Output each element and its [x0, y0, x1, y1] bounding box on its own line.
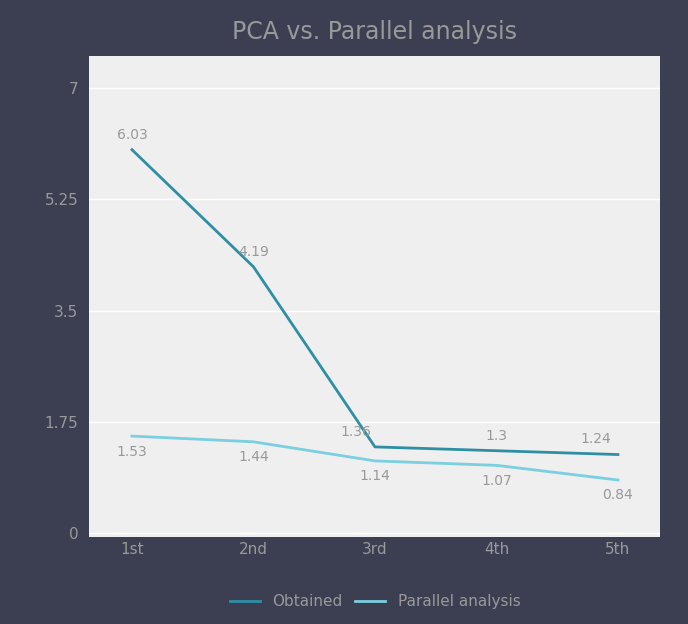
Text: 1.44: 1.44 — [238, 451, 269, 464]
Parallel analysis — [371, 457, 379, 465]
Obtained — [493, 447, 501, 454]
Text: 1.53: 1.53 — [116, 444, 147, 459]
Text: 4.19: 4.19 — [238, 245, 269, 259]
Text: 1.24: 1.24 — [581, 432, 611, 446]
Line: Parallel analysis: Parallel analysis — [132, 436, 618, 480]
Text: 1.14: 1.14 — [360, 469, 390, 484]
Obtained — [128, 146, 136, 154]
Parallel analysis — [128, 432, 136, 440]
Text: 6.03: 6.03 — [116, 127, 147, 142]
Text: 1.3: 1.3 — [486, 429, 508, 442]
Parallel analysis — [614, 476, 622, 484]
Obtained — [371, 443, 379, 451]
Obtained — [249, 263, 257, 271]
Line: Obtained: Obtained — [132, 150, 618, 454]
Text: 1.36: 1.36 — [340, 425, 371, 439]
Obtained — [614, 451, 622, 458]
Parallel analysis — [249, 438, 257, 446]
Title: PCA vs. Parallel analysis: PCA vs. Parallel analysis — [233, 21, 517, 44]
Text: 0.84: 0.84 — [603, 489, 634, 502]
Legend: Obtained, Parallel analysis: Obtained, Parallel analysis — [224, 588, 526, 615]
Parallel analysis — [493, 462, 501, 469]
Text: 1.07: 1.07 — [481, 474, 512, 488]
